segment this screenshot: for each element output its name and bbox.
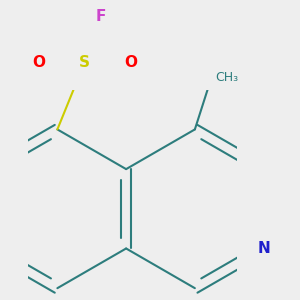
Text: CH₃: CH₃: [216, 71, 239, 84]
Text: O: O: [32, 55, 45, 70]
Text: N: N: [257, 241, 270, 256]
Text: S: S: [79, 55, 90, 70]
Text: F: F: [96, 9, 106, 24]
Text: O: O: [124, 55, 137, 70]
